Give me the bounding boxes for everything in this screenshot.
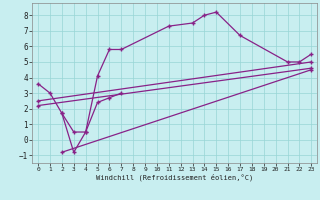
X-axis label: Windchill (Refroidissement éolien,°C): Windchill (Refroidissement éolien,°C) [96, 174, 253, 181]
